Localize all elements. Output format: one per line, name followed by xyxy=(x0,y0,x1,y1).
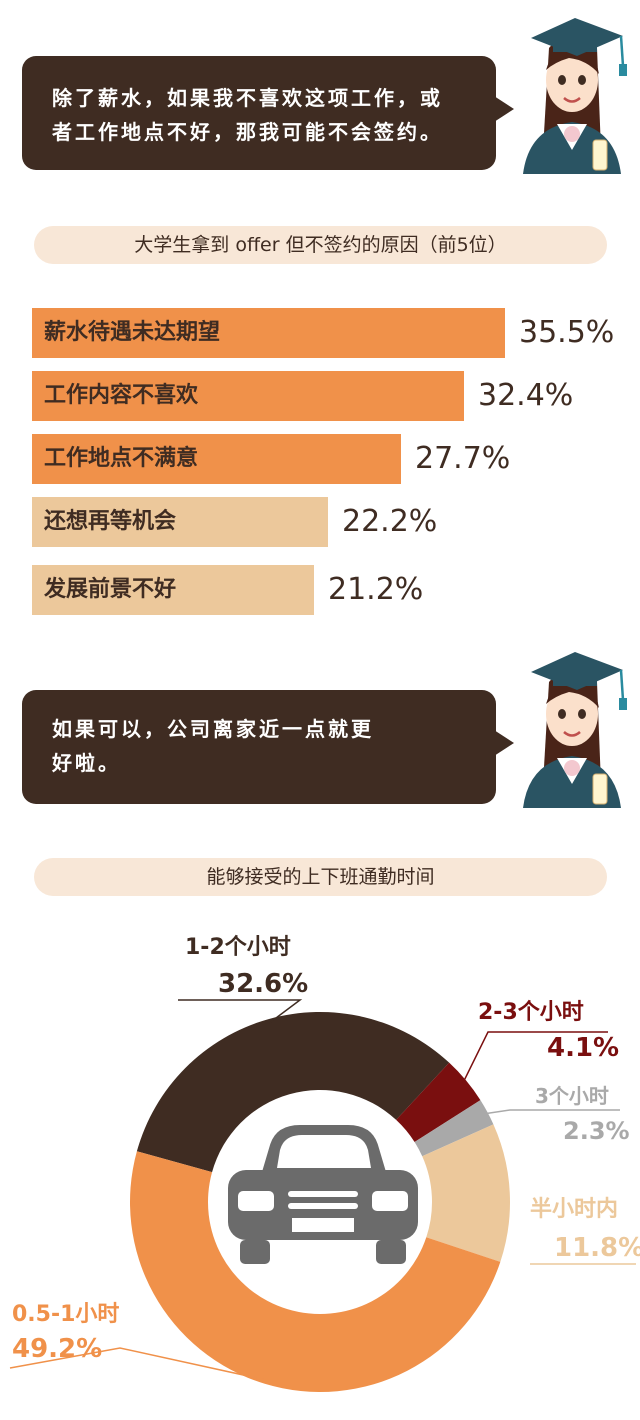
bar-label: 工作内容不喜欢 xyxy=(32,371,464,421)
bar-value-label: 27.7% xyxy=(415,441,511,476)
bar-label: 还想再等机会 xyxy=(32,497,328,547)
bar-row: 发展前景不好 21.2% xyxy=(32,565,424,615)
bar-row: 工作内容不喜欢 32.4% xyxy=(32,371,574,421)
bar-row: 还想再等机会 22.2% xyxy=(32,497,438,547)
slice-value-label: 32.6% xyxy=(218,969,308,999)
speech-bubble: 如果可以，公司离家近一点就更 好啦。 xyxy=(22,690,514,804)
speech-line: 除了薪水，如果我不喜欢这项工作，或 xyxy=(52,86,443,110)
speech-bubble: 除了薪水，如果我不喜欢这项工作，或 者工作地点不好，那我可能不会签约。 xyxy=(22,56,514,170)
bar-value-label: 21.2% xyxy=(328,572,424,607)
car-icon xyxy=(228,1125,418,1264)
slice-value-label: 2.3% xyxy=(563,1117,630,1145)
donut-slice xyxy=(396,1062,481,1142)
slice-label: 0.5-1小时 xyxy=(12,1302,119,1327)
leader-line xyxy=(462,1031,608,1084)
donut-chart-title: 能够接受的上下班通勤时间 xyxy=(34,858,607,896)
donut-chart: 1-2个小时 32.6% 2-3个小时 4.1% 3个小时 2.3% 半小时内 … xyxy=(9,935,640,1393)
bar-value-label: 32.4% xyxy=(478,378,574,413)
bar-value-label: 35.5% xyxy=(519,315,615,350)
slice-label: 半小时内 xyxy=(530,1197,618,1222)
leader-line xyxy=(9,1347,267,1381)
bar-label: 薪水待遇未达期望 xyxy=(32,308,505,358)
speech-line: 者工作地点不好，那我可能不会签约。 xyxy=(52,120,443,144)
graduate-girl-icon xyxy=(523,18,627,174)
speech-line: 如果可以，公司离家近一点就更 xyxy=(52,717,374,741)
slice-value-label: 11.8% xyxy=(554,1233,640,1263)
graduate-girl-icon xyxy=(523,652,627,808)
bar-label: 工作地点不满意 xyxy=(32,434,401,484)
slice-label: 2-3个小时 xyxy=(478,1000,584,1025)
slice-value-label: 4.1% xyxy=(547,1033,619,1063)
speech-line: 好啦。 xyxy=(52,751,121,775)
slice-value-label: 49.2% xyxy=(12,1334,102,1364)
leader-line xyxy=(178,999,303,1024)
donut-slice xyxy=(414,1100,494,1157)
bar-label: 发展前景不好 xyxy=(32,565,314,615)
slice-label: 1-2个小时 xyxy=(185,935,291,960)
bar-chart-title: 大学生拿到 offer 但不签约的原因（前5位） xyxy=(34,226,607,264)
bar-value-label: 22.2% xyxy=(342,504,438,539)
slice-label: 3个小时 xyxy=(535,1084,609,1108)
donut-slice xyxy=(136,1012,450,1173)
bar-row: 工作地点不满意 27.7% xyxy=(32,434,511,484)
donut-slice xyxy=(422,1124,510,1262)
bar-row: 薪水待遇未达期望 35.5% xyxy=(32,308,615,358)
donut-slice xyxy=(129,1151,501,1393)
leader-line xyxy=(483,1109,620,1115)
